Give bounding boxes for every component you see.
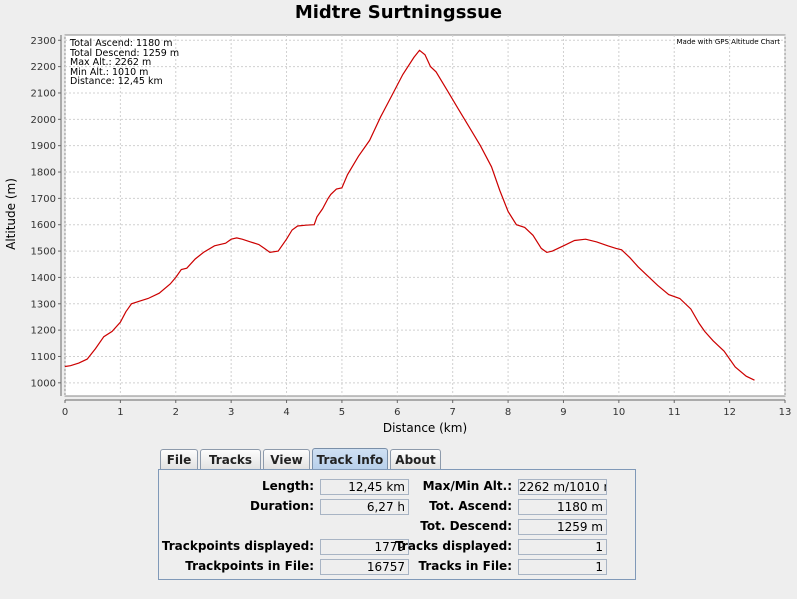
- trackpoints-file-field: 16757: [320, 559, 409, 575]
- y-tick-label: 1600: [31, 220, 56, 231]
- maxmin-alt-label: Max/Min Alt.:: [422, 479, 512, 493]
- tab-file[interactable]: File: [160, 449, 198, 469]
- y-axis-label: Altitude (m): [4, 178, 18, 250]
- y-tick-label: 1200: [31, 326, 56, 337]
- track-info-panel: Length: 12,45 km Duration: 6,27 h Trackp…: [158, 469, 636, 580]
- trackpoints-file-label: Trackpoints in File:: [185, 559, 314, 573]
- stat-min-alt: Min Alt.: 1010 m: [70, 66, 149, 78]
- y-tick-label: 2000: [31, 115, 56, 126]
- y-tick-label: 1100: [31, 352, 56, 363]
- tab-about[interactable]: About: [390, 449, 441, 469]
- summary-stats: Total Ascend: 1180 m Total Descend: 1259…: [70, 39, 179, 87]
- x-tick-label: 10: [612, 407, 625, 418]
- y-tick-label: 1400: [31, 273, 56, 284]
- stat-total-ascend: Total Ascend: 1180 m: [70, 38, 173, 49]
- maxmin-alt-field: 2262 m/1010 m: [518, 479, 607, 495]
- tab-file-label: File: [166, 452, 192, 467]
- x-tick-label: 2: [173, 407, 179, 418]
- y-tick-label: 1800: [31, 168, 56, 179]
- tab-view-label: View: [270, 452, 303, 467]
- x-tick-label: 12: [723, 407, 736, 418]
- chart-title: Midtre Surtningssue: [294, 2, 503, 23]
- tab-about-label: About: [395, 452, 436, 467]
- y-tick-label: 2200: [31, 62, 56, 73]
- altitude-series-line: [64, 49, 755, 381]
- x-tick-label: 6: [394, 407, 400, 418]
- length-label: Length:: [262, 479, 314, 493]
- tracks-file-label: Tracks in File:: [418, 559, 513, 573]
- tracks-file-field: 1: [518, 559, 607, 575]
- tab-track-info-label: Track Info: [316, 452, 384, 467]
- tab-track-info[interactable]: Track Info: [312, 448, 388, 470]
- y-tick-label: 2300: [31, 36, 56, 47]
- trackpoints-displayed-field: 1779: [320, 539, 409, 555]
- x-tick-label: 8: [505, 407, 511, 418]
- y-tick-label: 1900: [31, 141, 56, 152]
- tot-ascend-label: Tot. Ascend:: [429, 499, 512, 513]
- altitude-chart: 0 1 2 3 4 5 6 7 8 9 10 11 12 13 1000 1100 1200 1300 1400 15…: [4, 2, 792, 435]
- x-tick-label: 4: [283, 407, 289, 418]
- y-tick-label: 2100: [31, 88, 56, 99]
- plot-area: [64, 34, 786, 397]
- x-tick-label: 11: [668, 407, 681, 418]
- tot-descend-field: 1259 m: [518, 519, 607, 535]
- x-tick-label: 1: [117, 407, 123, 418]
- y-tick-label: 1500: [31, 247, 56, 258]
- x-axis-label: Distance (km): [382, 421, 468, 435]
- length-field: 12,45 km: [320, 479, 409, 495]
- duration-field: 6,27 h: [320, 499, 409, 515]
- tot-ascend-field: 1180 m: [518, 499, 607, 515]
- stat-distance: Distance: 12,45 km: [70, 76, 163, 87]
- chart-svg: 0 1 2 3 4 5 6 7 8 9 10 11 12 131000110012001300140015…: [31, 34, 792, 418]
- stat-total-descend: Total Descend: 1259 m: [70, 47, 180, 59]
- stat-max-alt: Max Alt.: 2262 m: [70, 57, 152, 68]
- y-tick-label: 1000: [31, 378, 56, 389]
- tab-view[interactable]: View: [263, 449, 310, 469]
- made-with-label: Made with GPS Altitude Chart: [676, 38, 780, 46]
- trackpoints-displayed-label: Trackpoints displayed:: [161, 539, 314, 553]
- tracks-displayed-field: 1: [518, 539, 607, 555]
- duration-label: Duration:: [250, 499, 314, 513]
- x-tick-label: 7: [450, 407, 456, 418]
- x-tick-label: 0: [62, 407, 68, 418]
- x-tick-label: 3: [228, 407, 234, 418]
- x-tick-label: 5: [339, 407, 345, 418]
- tot-descend-label: Tot. Descend:: [420, 519, 512, 533]
- tracks-displayed-label: Tracks displayed:: [395, 539, 512, 553]
- tab-tracks[interactable]: Tracks: [200, 449, 261, 469]
- tab-tracks-label: Tracks: [208, 452, 253, 467]
- x-tick-label: 13: [779, 407, 792, 418]
- x-tick-label: 9: [560, 407, 566, 418]
- y-tick-label: 1300: [31, 299, 56, 310]
- y-tick-label: 1700: [31, 194, 56, 205]
